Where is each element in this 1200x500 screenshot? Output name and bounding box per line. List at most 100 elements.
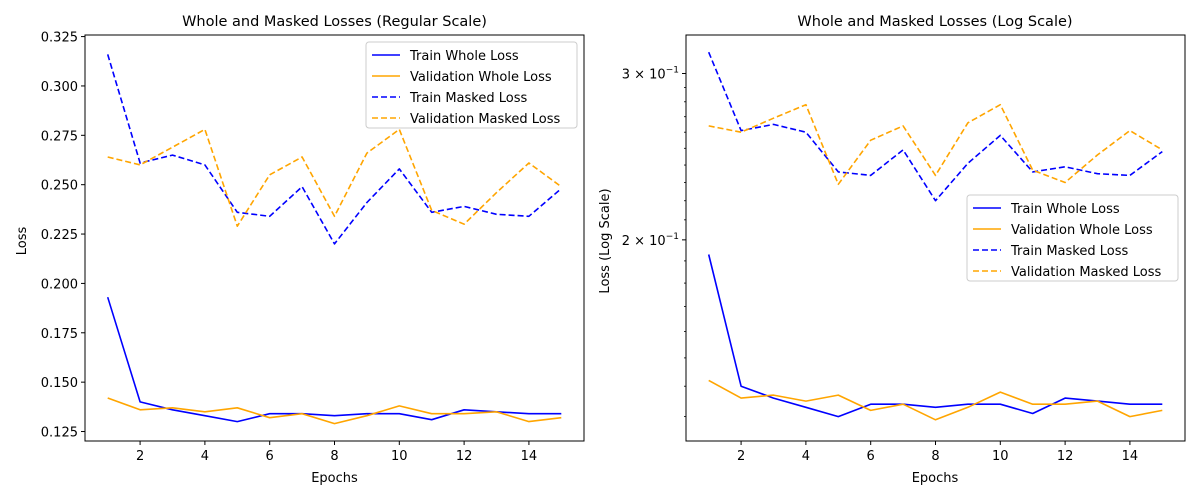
data-point — [366, 413, 368, 415]
y-tick-label: 0.325 — [41, 31, 78, 46]
data-point — [528, 413, 530, 415]
plot-area — [707, 51, 1164, 421]
data-point — [366, 152, 368, 154]
series-line-validation-whole-loss — [708, 379, 1163, 421]
data-point — [204, 164, 206, 166]
data-point — [237, 421, 239, 423]
data-point — [139, 162, 141, 164]
data-point — [463, 223, 465, 225]
data-point — [967, 407, 969, 409]
x-axis-ticks: 2 4 6 8 10 12 14 — [737, 441, 1138, 464]
data-point — [870, 139, 872, 141]
data-point — [1032, 169, 1034, 171]
data-point — [1032, 413, 1034, 415]
x-tick-label: 6 — [867, 449, 875, 464]
data-point — [237, 212, 239, 214]
data-point — [334, 216, 336, 218]
data-point — [301, 413, 303, 415]
data-point — [561, 417, 563, 419]
data-point — [334, 423, 336, 425]
y-tick-label: 3 × 10−1 — [622, 65, 679, 82]
data-point — [805, 400, 807, 402]
legend-label: Train Whole Loss — [409, 49, 519, 64]
data-point — [1097, 154, 1099, 156]
data-point — [496, 411, 498, 413]
data-point — [740, 397, 742, 399]
data-point — [935, 419, 937, 421]
data-point — [107, 397, 109, 399]
data-point — [172, 409, 174, 411]
chart-panel-regular: Whole and Masked Losses (Regular Scale) … — [15, 14, 585, 486]
data-point — [838, 394, 840, 396]
data-point — [1032, 171, 1034, 173]
series-line-train-masked-loss — [106, 54, 562, 245]
data-point — [805, 104, 807, 106]
chart-title: Whole and Masked Losses (Regular Scale) — [182, 14, 487, 30]
data-point — [496, 214, 498, 216]
data-point — [107, 156, 109, 158]
data-point — [967, 122, 969, 124]
series-line-train-masked-loss — [707, 51, 1163, 202]
data-point — [269, 216, 271, 218]
data-point — [366, 202, 368, 204]
legend-label: Validation Whole Loss — [1011, 223, 1153, 238]
data-point — [528, 216, 530, 218]
data-point — [1064, 182, 1066, 184]
y-tick-label: 0.300 — [41, 80, 78, 95]
data-point — [967, 163, 969, 165]
y-tick-label: 0.150 — [41, 376, 78, 391]
data-point — [172, 154, 174, 156]
data-point — [431, 419, 433, 421]
series-line-validation-whole-loss — [107, 397, 562, 425]
data-point — [528, 162, 530, 164]
data-point — [237, 225, 239, 227]
y-tick-label: 0.125 — [41, 426, 78, 441]
data-point — [1162, 149, 1164, 151]
data-point — [399, 129, 401, 131]
data-point — [204, 411, 206, 413]
data-point — [1064, 397, 1066, 399]
data-point — [463, 206, 465, 208]
x-tick-label: 8 — [931, 449, 939, 464]
data-point — [870, 410, 872, 412]
y-tick-label: 0.225 — [41, 228, 78, 243]
legend-box — [365, 41, 578, 129]
data-point — [561, 413, 563, 415]
data-point — [902, 403, 904, 405]
data-point — [463, 413, 465, 415]
x-axis-ticks: 2 4 6 8 10 12 14 — [136, 441, 537, 464]
data-point — [838, 171, 840, 173]
data-point — [1064, 403, 1066, 405]
legend: Train Whole Loss Validation Whole Loss Tra… — [966, 194, 1179, 282]
chart-title: Whole and Masked Losses (Log Scale) — [797, 14, 1072, 30]
x-tick-label: 10 — [391, 449, 408, 464]
data-point — [561, 188, 563, 190]
legend-box — [966, 194, 1179, 282]
data-point — [935, 175, 937, 177]
data-point — [773, 397, 775, 399]
data-point — [1129, 403, 1131, 405]
data-point — [740, 385, 742, 387]
data-point — [773, 117, 775, 119]
x-axis-label: Epochs — [912, 471, 959, 486]
data-point — [431, 413, 433, 415]
data-point — [269, 413, 271, 415]
data-point — [399, 405, 401, 407]
data-point — [1000, 391, 1002, 393]
data-point — [139, 409, 141, 411]
data-point — [708, 254, 710, 256]
data-point — [172, 407, 174, 409]
data-point — [1064, 166, 1066, 168]
y-tick-label: 2 × 10−1 — [622, 232, 679, 249]
data-point — [301, 156, 303, 158]
legend-label: Train Masked Loss — [1010, 244, 1128, 259]
legend-label: Validation Masked Loss — [1011, 265, 1161, 280]
data-point — [870, 403, 872, 405]
data-point — [935, 407, 937, 409]
data-point — [334, 415, 336, 417]
data-point — [838, 184, 840, 186]
data-point — [1129, 416, 1131, 418]
chart-panel-log: Whole and Masked Losses (Log Scale) Epoc… — [598, 14, 1186, 486]
x-tick-label: 4 — [802, 449, 810, 464]
data-point — [708, 125, 710, 127]
